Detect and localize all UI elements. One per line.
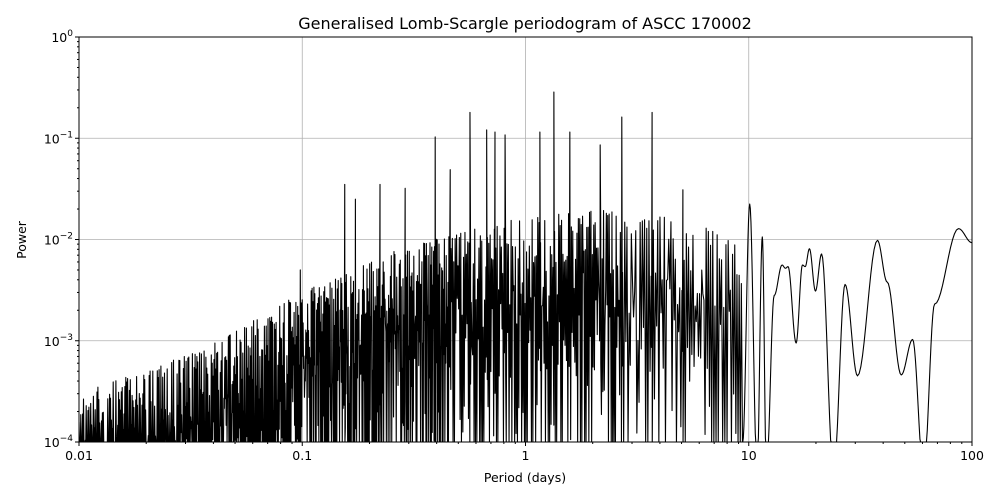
periodogram-line bbox=[79, 91, 972, 442]
y-tick-label: 100 bbox=[51, 29, 73, 45]
x-axis-label: Period (days) bbox=[484, 470, 566, 485]
x-tick-label: 100 bbox=[960, 448, 984, 463]
y-tick-label: 10−3 bbox=[44, 333, 73, 349]
y-tick-label: 10−4 bbox=[44, 434, 73, 450]
y-tick-label: 10−1 bbox=[44, 130, 73, 146]
y-axis-label: Power bbox=[14, 220, 29, 259]
y-tick-label: 10−2 bbox=[44, 232, 73, 248]
x-tick-label: 0.01 bbox=[65, 448, 93, 463]
x-tick-label: 1 bbox=[522, 448, 530, 463]
chart-title: Generalised Lomb-Scargle periodogram of … bbox=[298, 14, 752, 33]
x-tick-label: 0.1 bbox=[292, 448, 312, 463]
x-tick-label: 10 bbox=[741, 448, 757, 463]
